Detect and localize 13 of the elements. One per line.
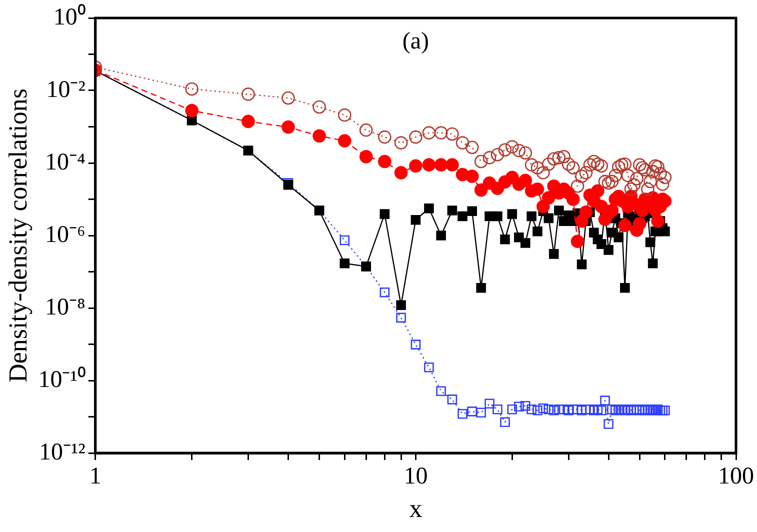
x-axis-title: x: [409, 494, 422, 524]
y-tick-label: 10⁰: [53, 3, 86, 30]
annotation: (a): [402, 28, 430, 54]
y-tick-label: 10⁻²: [46, 76, 86, 103]
y-tick-label: 10⁻⁴: [45, 149, 86, 176]
y-tick-label: 10⁻¹²: [39, 439, 86, 466]
y-tick-label: 10⁻¹⁰: [38, 366, 86, 393]
x-tick-label: 1: [89, 464, 102, 490]
x-tick-label: 10: [404, 464, 428, 490]
x-tick-label: 100: [718, 464, 754, 490]
y-axis-title: Density-density correlations: [3, 88, 32, 382]
y-tick-label: 10⁻⁶: [45, 222, 86, 248]
y-tick-label: 10⁻⁸: [45, 294, 86, 320]
